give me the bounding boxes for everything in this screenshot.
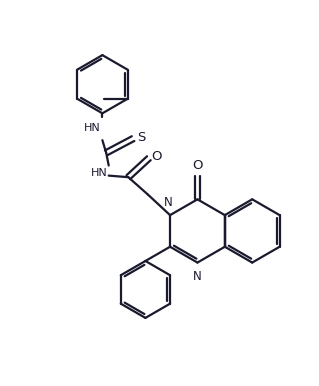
Text: O: O (192, 159, 203, 173)
Text: N: N (193, 269, 202, 283)
Text: S: S (137, 130, 145, 144)
Text: HN: HN (84, 124, 101, 134)
Text: N: N (164, 196, 173, 210)
Text: HN: HN (90, 168, 107, 178)
Text: O: O (152, 150, 162, 163)
